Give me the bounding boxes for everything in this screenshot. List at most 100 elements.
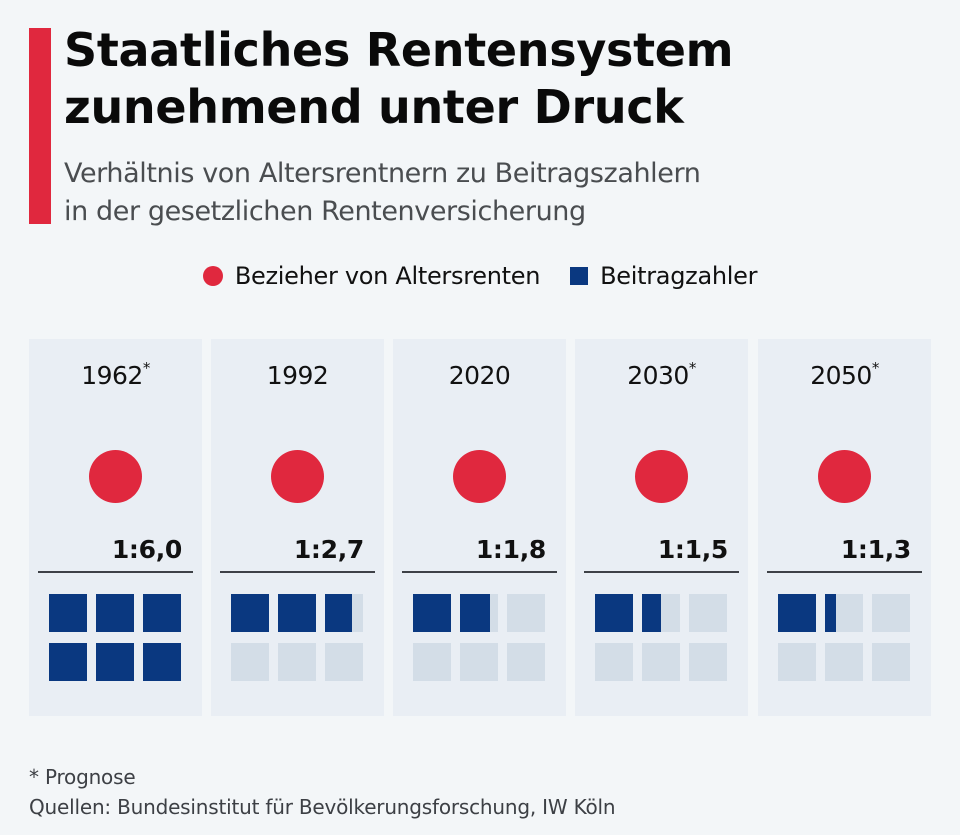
title-line-1: Staatliches Rentensystem: [64, 23, 734, 77]
contributor-square: [278, 594, 316, 632]
chart-title: Staatliches Rentensystem zunehmend unter…: [64, 22, 944, 136]
legend: Bezieher von Altersrenten Beitragzahler: [0, 262, 960, 290]
contributor-grid: [778, 594, 913, 682]
year-label: 1992: [211, 361, 384, 390]
contributor-square: [231, 594, 269, 632]
footer: * Prognose Quellen: Bundesinstitut für B…: [29, 762, 616, 822]
year-label: 2020: [393, 361, 566, 390]
year-text: 1992: [266, 361, 329, 390]
title-line-2: zunehmend unter Druck: [64, 80, 684, 134]
contributor-fill: [413, 594, 451, 632]
pensioner-circle-icon: [89, 450, 142, 503]
pensioner-circle-icon: [271, 450, 324, 503]
contributor-square: [96, 594, 134, 632]
ratio-label: 1:2,7: [293, 535, 364, 564]
legend-square-icon: [570, 267, 589, 285]
contributor-square: [642, 643, 680, 681]
panel-1962: 1962* 1:6,0: [29, 339, 202, 716]
contributor-fill: [49, 594, 87, 632]
contributor-fill: [96, 594, 134, 632]
ratio-divider: [220, 571, 375, 573]
contributor-fill: [231, 594, 269, 632]
ratio-label: 1:6,0: [111, 535, 182, 564]
legend-label-pensioners: Bezieher von Altersrenten: [234, 262, 541, 290]
forecast-marker: *: [688, 359, 697, 377]
legend-item-pensioners: Bezieher von Altersrenten: [202, 262, 541, 290]
ratio-label: 1:1,8: [475, 535, 546, 564]
contributor-fill: [595, 594, 633, 632]
ratio-divider: [402, 571, 557, 573]
contributor-fill: [96, 643, 134, 681]
contributor-square: [49, 594, 87, 632]
contributor-square: [778, 594, 816, 632]
contributor-square: [325, 594, 363, 632]
year-text: 1962: [81, 361, 143, 390]
pictogram-panels: 1962* 1:6,0 1992 1:2,7 2020 1:1,8 2030* 1:1,5 20…: [0, 339, 960, 717]
contributor-square: [689, 594, 727, 632]
contributor-square: [460, 594, 498, 632]
forecast-marker: *: [142, 359, 151, 377]
contributor-square: [689, 643, 727, 681]
forecast-marker: *: [871, 359, 880, 377]
legend-item-contributors: Beitragzahler: [570, 262, 757, 290]
contributor-square: [507, 594, 545, 632]
year-text: 2020: [448, 361, 511, 390]
contributor-square: [460, 643, 498, 681]
contributor-fill: [642, 594, 661, 632]
contributor-square: [143, 594, 181, 632]
contributor-square: [595, 594, 633, 632]
contributor-fill: [143, 594, 181, 632]
contributor-square: [96, 643, 134, 681]
contributor-grid: [413, 594, 548, 682]
year-label: 2050*: [758, 359, 931, 390]
contributor-fill: [278, 594, 316, 632]
ratio-divider: [767, 571, 922, 573]
contributor-square: [642, 594, 680, 632]
contributor-square: [872, 643, 910, 681]
source-note: Quellen: Bundesinstitut für Bevölkerungs…: [29, 795, 616, 819]
contributor-square: [143, 643, 181, 681]
year-label: 1962*: [29, 359, 202, 390]
contributor-square: [278, 643, 316, 681]
ratio-label: 1:1,5: [657, 535, 728, 564]
contributor-square: [825, 594, 863, 632]
contributor-square: [778, 643, 816, 681]
contributor-square: [49, 643, 87, 681]
pensioner-circle-icon: [453, 450, 506, 503]
contributor-square: [231, 643, 269, 681]
contributor-fill: [325, 594, 352, 632]
panel-2030: 2030* 1:1,5: [575, 339, 748, 716]
forecast-note: * Prognose: [29, 765, 136, 789]
ratio-divider: [584, 571, 739, 573]
year-label: 2030*: [575, 359, 748, 390]
contributor-fill: [825, 594, 837, 632]
panel-1992: 1992 1:2,7: [211, 339, 384, 716]
subtitle-line-1: Verhältnis von Altersrentnern zu Beitrag…: [64, 158, 701, 189]
ratio-label: 1:1,3: [840, 535, 911, 564]
year-text: 2030: [627, 361, 689, 390]
contributor-fill: [49, 643, 87, 681]
pensioner-circle-icon: [635, 450, 688, 503]
contributor-grid: [231, 594, 366, 682]
contributor-square: [595, 643, 633, 681]
legend-label-contributors: Beitragzahler: [600, 262, 758, 290]
contributor-fill: [143, 643, 181, 681]
ratio-divider: [38, 571, 193, 573]
chart-subtitle: Verhältnis von Altersrentnern zu Beitrag…: [64, 155, 701, 231]
pensioner-circle-icon: [818, 450, 871, 503]
panel-2050: 2050* 1:1,3: [758, 339, 931, 716]
panel-2020: 2020 1:1,8: [393, 339, 566, 716]
legend-circle-icon: [202, 266, 223, 286]
subtitle-line-2: in der gesetzlichen Rentenversicherung: [64, 196, 586, 227]
contributor-square: [325, 643, 363, 681]
contributor-square: [413, 643, 451, 681]
contributor-grid: [49, 594, 184, 682]
contributor-square: [507, 643, 545, 681]
contributor-square: [413, 594, 451, 632]
contributor-fill: [778, 594, 816, 632]
title-accent-bar: [29, 28, 51, 224]
contributor-grid: [595, 594, 730, 682]
year-text: 2050: [810, 361, 872, 390]
contributor-square: [872, 594, 910, 632]
contributor-fill: [460, 594, 491, 632]
